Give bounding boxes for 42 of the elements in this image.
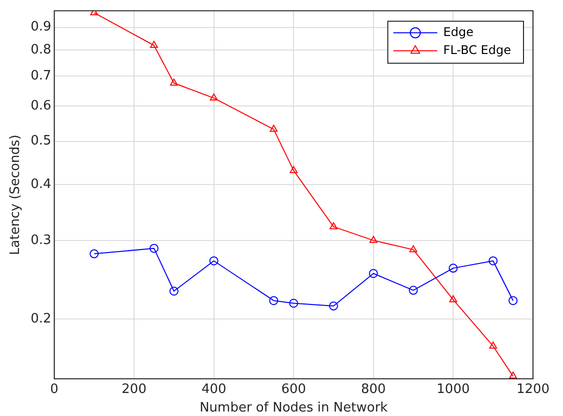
point	[409, 245, 418, 252]
point	[509, 372, 518, 379]
y-tick-label: 0.3	[30, 232, 52, 248]
point	[369, 236, 378, 243]
y-tick-label: 0.9	[30, 20, 52, 35]
legend-label: FL-BC Edge	[443, 42, 512, 57]
x-axis-title: Number of Nodes in Network	[200, 400, 388, 416]
point	[488, 256, 498, 266]
point	[368, 268, 378, 278]
point	[489, 342, 498, 349]
point	[209, 256, 218, 266]
point	[210, 94, 218, 101]
point	[508, 296, 518, 306]
point	[270, 124, 278, 132]
x-tick-label: 0	[50, 382, 58, 397]
point	[329, 301, 338, 310]
x-tick-label: 1000	[436, 382, 470, 397]
y-tick-label: 0.8	[30, 42, 52, 58]
y-tick-label: 0.6	[30, 98, 52, 114]
x-tick-label: 400	[201, 382, 226, 397]
y-tick-label: 0.7	[30, 68, 52, 84]
y-tick-label: 0.4	[30, 176, 52, 192]
x-tick-label: 600	[281, 382, 306, 397]
y-axis-title: Latency (Seconds)	[8, 134, 24, 255]
point	[448, 264, 458, 273]
point	[289, 298, 298, 308]
x-tick-label: 1200	[516, 382, 550, 397]
point	[449, 295, 458, 302]
y-tick-label: 0.2	[30, 311, 52, 326]
point	[330, 222, 338, 230]
x-tick-label: 800	[361, 382, 386, 397]
point	[150, 244, 159, 253]
y-tick-label: 0.5	[30, 134, 52, 149]
point	[170, 78, 178, 86]
point	[90, 249, 99, 258]
legend-label: Edge	[443, 24, 474, 39]
point	[290, 166, 298, 174]
point	[269, 296, 278, 306]
point	[169, 286, 178, 296]
point	[150, 40, 158, 48]
x-tick-label: 200	[122, 382, 146, 397]
point	[408, 286, 418, 295]
